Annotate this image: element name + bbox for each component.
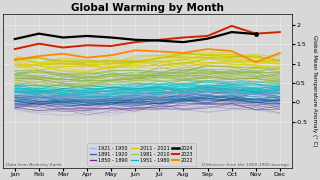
Text: Difference from the 1850-1900 average: Difference from the 1850-1900 average (202, 163, 289, 166)
Title: Global Warming by Month: Global Warming by Month (71, 3, 224, 13)
Legend: 1921 - 1950, 1891 - 1920, 1850 - 1890, 2011 - 2021, 1981 - 2010, 1951 - 1980, 20: 1921 - 1950, 1891 - 1920, 1850 - 1890, 2… (87, 143, 196, 166)
Text: Data from Berkeley Earth: Data from Berkeley Earth (6, 163, 61, 166)
Y-axis label: Global Mean Temperature Anomaly (° C): Global Mean Temperature Anomaly (° C) (312, 35, 317, 147)
